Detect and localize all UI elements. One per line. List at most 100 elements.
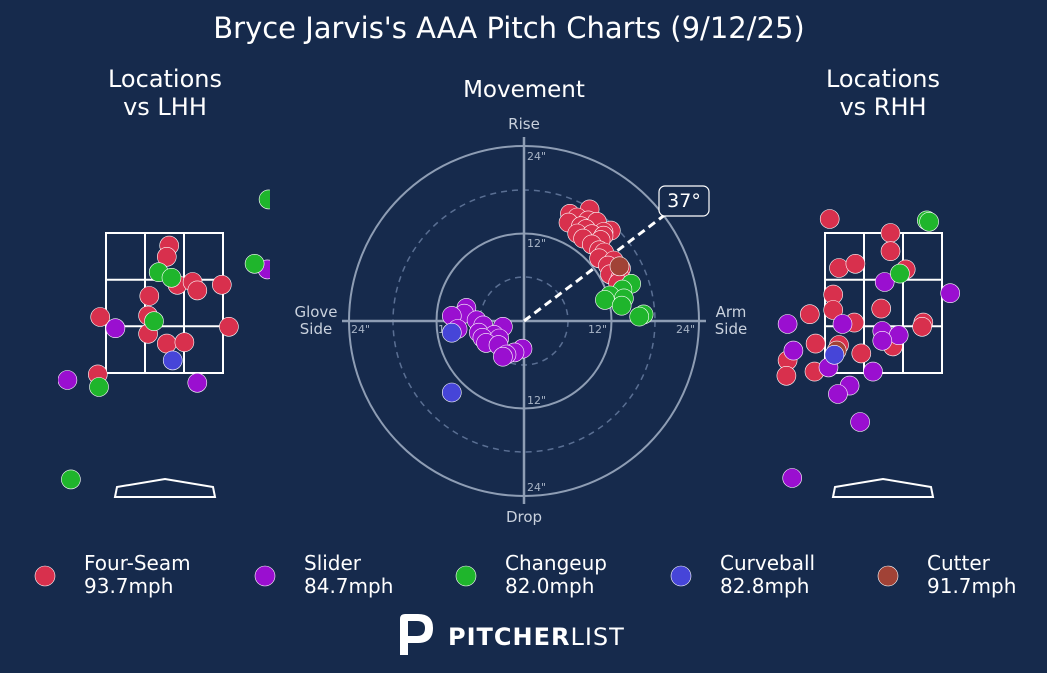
legend-marker-changeup	[455, 565, 477, 587]
movement-point-curveball	[441, 322, 462, 343]
rhh-points	[776, 209, 961, 488]
ring-label-rise-12: 12"	[527, 237, 546, 250]
movement-point-slider	[493, 346, 513, 367]
rhh-pitch-point-four-seam	[845, 253, 866, 274]
rhh-pitch-point-slider	[863, 361, 883, 382]
lhh-pitch-point-changeup	[144, 311, 164, 332]
legend-marker-cutter	[877, 565, 899, 587]
legend-velo-changeup: 82.0mph	[505, 574, 594, 598]
lhh-pitch-point-four-seam	[219, 316, 239, 337]
movement-point-changeup	[595, 290, 615, 310]
lhh-pitch-point-four-seam	[157, 246, 177, 267]
rhh-pitch-point-slider	[874, 272, 895, 292]
rhh-panel-title-line1: Locations	[826, 65, 940, 93]
brand-light: LIST	[570, 623, 624, 651]
rhh-pitch-point-slider	[828, 384, 848, 404]
lhh-pitch-point-changeup	[89, 377, 109, 397]
lhh-pitch-point-four-seam	[212, 274, 232, 295]
pitcherlist-logo: PITCHERLIST	[400, 614, 625, 655]
lhh-pitch-point-slider	[58, 370, 78, 390]
rhh-pitch-point-four-seam	[912, 316, 932, 337]
rhh-panel-title-line2: vs RHH	[839, 93, 926, 121]
movement-point-changeup	[611, 295, 632, 316]
lhh-pitch-point-four-seam	[174, 332, 195, 353]
legend-pitch-slider: Slider	[304, 551, 362, 575]
svg-text:PITCHERLIST: PITCHERLIST	[448, 623, 625, 651]
rhh-pitch-point-slider	[940, 283, 961, 304]
legend-velo-curveball: 82.8mph	[720, 574, 809, 598]
lhh-pitch-point-slider	[187, 372, 208, 393]
rhh-pitch-point-four-seam	[829, 258, 849, 278]
rhh-pitch-point-four-seam	[851, 343, 872, 364]
axis-label-glove-line2: Side	[300, 320, 332, 338]
movement-point-cutter	[609, 256, 630, 277]
lhh-pitch-point-four-seam	[90, 307, 110, 327]
axis-label-drop: Drop	[506, 508, 542, 526]
rhh-pitch-point-changeup	[919, 212, 939, 232]
rhh-pitch-point-four-seam	[871, 298, 892, 319]
rhh-pitch-point-four-seam	[805, 333, 826, 354]
arm-angle-line	[523, 214, 665, 323]
lhh-pitch-point-four-seam	[187, 280, 208, 301]
lhh-panel-title-line1: Locations	[108, 65, 222, 93]
figure-title: Bryce Jarvis's AAA Pitch Charts (9/12/25…	[213, 11, 804, 45]
lhh-pitch-point-curveball	[162, 350, 183, 371]
legend-velo-four-seam: 93.7mph	[84, 574, 173, 598]
rhh-pitch-point-slider	[850, 412, 870, 432]
movement-point-changeup	[629, 306, 650, 327]
legend-pitch-cutter: Cutter	[927, 551, 991, 575]
rhh-location-panel	[776, 209, 961, 498]
ring-label-drop-24: 24"	[527, 481, 546, 494]
rhh-home-plate	[831, 477, 935, 498]
pitcherlist-logo-icon	[400, 614, 433, 655]
rhh-pitch-point-slider	[832, 314, 853, 334]
rhh-pitch-point-slider	[872, 330, 893, 351]
movement-panel: 24" 12" 12" 24" 24" 12" 12" 24" Rise Dro…	[294, 115, 747, 526]
ring-label-arm-24: 24"	[676, 323, 695, 336]
legend-marker-curveball	[670, 565, 692, 587]
lhh-pitch-point-four-seam	[139, 286, 160, 306]
movement-point-curveball	[441, 382, 462, 403]
rhh-pitch-point-four-seam	[819, 209, 840, 229]
ring-label-arm-12: 12"	[588, 323, 607, 336]
rhh-pitch-point-four-seam	[799, 304, 820, 325]
rhh-pitch-point-slider	[782, 468, 803, 488]
legend-pitch-changeup: Changeup	[505, 551, 607, 575]
axis-label-arm-line1: Arm	[716, 303, 747, 321]
lhh-panel-title-line2: vs LHH	[123, 93, 207, 121]
lhh-pitch-point-changeup	[244, 253, 265, 274]
brand-bold: PITCHER	[448, 623, 570, 651]
lhh-home-plate	[113, 477, 217, 498]
legend-pitch-curveball: Curveball	[720, 551, 815, 575]
lhh-pitch-point-slider	[105, 318, 126, 339]
ring-label-rise-24: 24"	[527, 150, 546, 163]
rhh-pitch-point-four-seam	[880, 241, 901, 261]
legend-velo-cutter: 91.7mph	[927, 574, 1016, 598]
axis-label-rise: Rise	[508, 115, 540, 133]
rhh-pitch-point-four-seam	[880, 223, 901, 243]
legend: Four-Seam 93.7mph Slider 84.7mph Changeu…	[34, 551, 1016, 598]
lhh-pitch-point-changeup	[161, 267, 182, 288]
legend-pitch-four-seam: Four-Seam	[84, 551, 191, 575]
lhh-pitch-point-changeup	[61, 469, 81, 490]
arm-angle-label: 37°	[667, 190, 701, 212]
lhh-location-panel	[58, 189, 270, 498]
legend-marker-slider	[254, 565, 276, 587]
axis-label-arm-line2: Side	[715, 320, 747, 338]
lhh-pitch-point-changeup	[258, 189, 270, 210]
rhh-pitch-point-slider	[888, 325, 909, 346]
legend-marker-four-seam	[34, 565, 56, 587]
movement-panel-title: Movement	[463, 77, 585, 103]
rhh-pitch-point-four-seam	[776, 365, 797, 386]
ring-label-drop-12: 12"	[527, 394, 546, 407]
axis-label-glove-line1: Glove	[294, 303, 337, 321]
rhh-pitch-point-four-seam	[823, 300, 844, 320]
lhh-pitch-point-four-seam	[157, 333, 177, 354]
arm-angle-box	[658, 185, 710, 217]
movement-points	[441, 199, 654, 403]
ring-label-glove-24: 24"	[351, 323, 370, 336]
rhh-pitch-point-curveball	[824, 344, 845, 365]
rhh-pitch-point-slider	[777, 314, 798, 334]
rhh-pitch-point-slider	[783, 340, 804, 361]
